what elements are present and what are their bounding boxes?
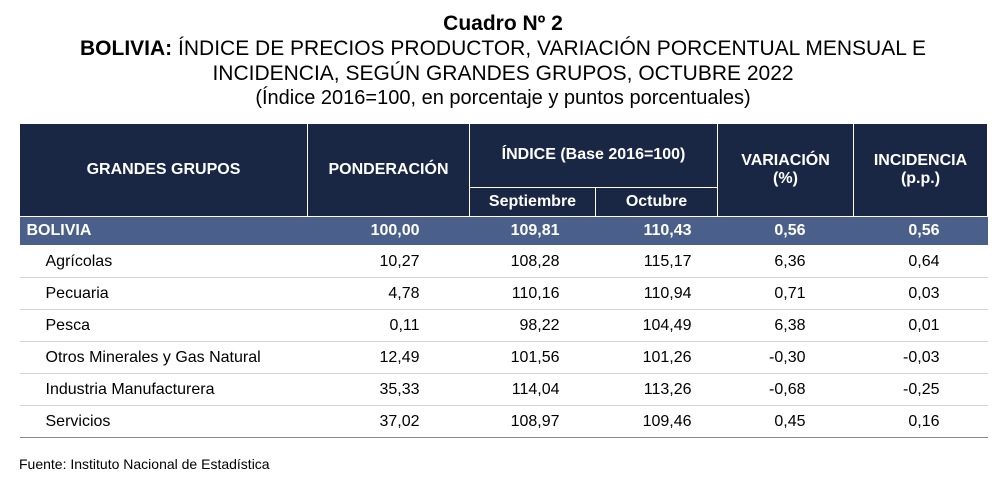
header-ponderacion: PONDERACIÓN <box>307 123 470 217</box>
cell-incidencia: 0,56 <box>853 216 988 246</box>
cell-group-name: Otros Minerales y Gas Natural <box>19 341 308 374</box>
cell-group-name: Pecuaria <box>19 277 308 310</box>
cell-variacion: 0,71 <box>717 277 854 310</box>
table-row: Otros Minerales y Gas Natural 12,49 101,… <box>19 341 988 374</box>
title-line-1-rest: ÍNDICE DE PRECIOS PRODUCTOR, VARIACIÓN P… <box>172 37 926 60</box>
cell-septiembre: 108,28 <box>469 245 596 278</box>
cell-ponderacion: 0,11 <box>307 309 470 342</box>
cell-variacion: -0,68 <box>717 373 854 406</box>
table-row: Pecuaria 4,78 110,16 110,94 0,71 0,03 <box>19 277 988 310</box>
cell-octubre: 110,43 <box>595 216 718 246</box>
table-subtitle: (Índice 2016=100, en porcentaje y puntos… <box>255 87 751 109</box>
cell-variacion: 6,38 <box>717 309 854 342</box>
header-octubre: Octubre <box>595 186 718 218</box>
header-variacion-unit: (%) <box>773 170 798 187</box>
table-number: Cuadro Nº 2 <box>443 12 563 35</box>
cell-group-name: Agrícolas <box>19 245 308 278</box>
cell-septiembre: 108,97 <box>469 405 596 438</box>
cell-septiembre: 110,16 <box>469 277 596 310</box>
table-row: Agrícolas 10,27 108,28 115,17 6,36 0,64 <box>19 245 988 278</box>
cell-octubre: 115,17 <box>595 245 718 278</box>
price-index-table: GRANDES GRUPOS PONDERACIÓN ÍNDICE (Base … <box>19 123 988 438</box>
cell-incidencia: 0,64 <box>853 245 988 278</box>
cell-octubre: 109,46 <box>595 405 718 438</box>
cell-ponderacion: 100,00 <box>307 216 470 246</box>
cell-variacion: 0,56 <box>717 216 854 246</box>
cell-incidencia: 0,03 <box>853 277 988 310</box>
cell-octubre: 101,26 <box>595 341 718 374</box>
cell-incidencia: -0,03 <box>853 341 988 374</box>
cell-ponderacion: 10,27 <box>307 245 470 278</box>
cell-ponderacion: 12,49 <box>307 341 470 374</box>
cell-group-name: Servicios <box>19 405 308 438</box>
cell-octubre: 104,49 <box>595 309 718 342</box>
cell-octubre: 110,94 <box>595 277 718 310</box>
title-country: BOLIVIA: <box>80 37 173 60</box>
header-incidencia: INCIDENCIA (p.p.) <box>853 123 988 217</box>
cell-octubre: 113,26 <box>595 373 718 406</box>
cell-incidencia: -0,25 <box>853 373 988 406</box>
table-row: Pesca 0,11 98,22 104,49 6,38 0,01 <box>19 309 988 342</box>
cell-incidencia: 0,16 <box>853 405 988 438</box>
table-title-block: Cuadro Nº 2 BOLIVIA: ÍNDICE DE PRECIOS P… <box>0 12 1006 110</box>
cell-incidencia: 0,01 <box>853 309 988 342</box>
cell-septiembre: 114,04 <box>469 373 596 406</box>
table-title-line-2: INCIDENCIA, SEGÚN GRANDES GRUPOS, OCTUBR… <box>212 62 794 85</box>
cell-ponderacion: 37,02 <box>307 405 470 438</box>
cell-septiembre: 101,56 <box>469 341 596 374</box>
header-incidencia-label: INCIDENCIA <box>873 152 968 169</box>
cell-variacion: 6,36 <box>717 245 854 278</box>
table-row: Servicios 37,02 108,97 109,46 0,45 0,16 <box>19 405 988 438</box>
header-incidencia-unit: (p.p.) <box>900 170 941 187</box>
cell-septiembre: 109,81 <box>469 216 596 246</box>
cell-variacion: 0,45 <box>717 405 854 438</box>
header-variacion: VARIACIÓN (%) <box>717 123 854 217</box>
table-row-total: BOLIVIA 100,00 109,81 110,43 0,56 0,56 <box>19 216 988 246</box>
header-grandes-grupos: GRANDES GRUPOS <box>19 123 308 217</box>
cell-group-name: BOLIVIA <box>19 216 308 246</box>
cell-group-name: Pesca <box>19 309 308 342</box>
cell-variacion: -0,30 <box>717 341 854 374</box>
header-septiembre: Septiembre <box>469 186 596 218</box>
cell-ponderacion: 35,33 <box>307 373 470 406</box>
cell-group-name: Industria Manufacturera <box>19 373 308 406</box>
header-indice: ÍNDICE (Base 2016=100) <box>469 123 718 188</box>
table-row: Industria Manufacturera 35,33 114,04 113… <box>19 373 988 406</box>
source-note: Fuente: Instituto Nacional de Estadístic… <box>19 456 270 472</box>
cell-ponderacion: 4,78 <box>307 277 470 310</box>
header-variacion-label: VARIACIÓN <box>741 152 830 169</box>
cell-septiembre: 98,22 <box>469 309 596 342</box>
table-title-line-1: BOLIVIA: ÍNDICE DE PRECIOS PRODUCTOR, VA… <box>0 36 1006 61</box>
